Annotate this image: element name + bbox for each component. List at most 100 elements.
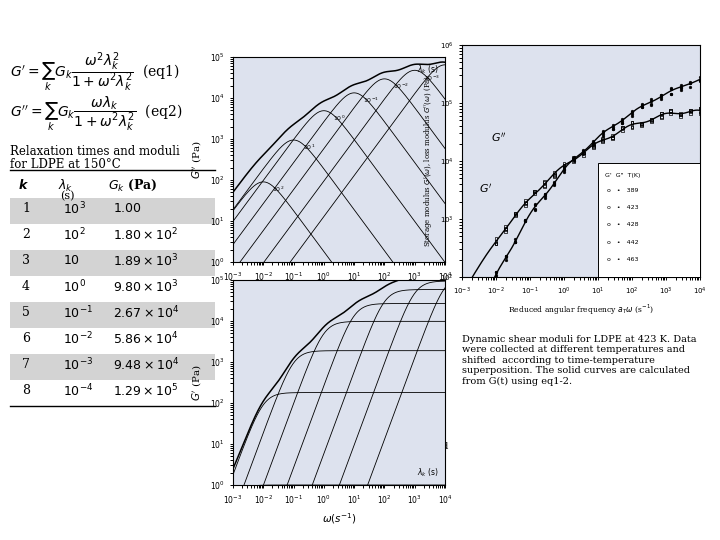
- Point: [626, 110, 638, 118]
- Point: [500, 252, 511, 260]
- Point: [490, 240, 502, 248]
- Text: $G'$: $G'$: [479, 183, 492, 195]
- Point: [588, 139, 599, 147]
- Text: $10^{-2}$: $10^{-2}$: [63, 330, 93, 347]
- Point: [529, 206, 541, 214]
- Point: [626, 123, 638, 132]
- Point: [549, 172, 560, 181]
- Point: [568, 155, 580, 164]
- Point: [588, 140, 599, 149]
- Point: [675, 84, 686, 92]
- Point: [539, 190, 550, 199]
- Point: [539, 182, 550, 191]
- Point: [665, 109, 677, 118]
- Point: [636, 99, 647, 108]
- Point: [636, 103, 647, 111]
- Point: [490, 268, 502, 276]
- Point: [558, 159, 570, 168]
- Point: [558, 161, 570, 170]
- Text: $\lambda_k$: $\lambda_k$: [58, 178, 73, 194]
- Point: [529, 190, 541, 198]
- Point: [607, 125, 618, 133]
- Point: [694, 72, 706, 81]
- Text: $10^3$: $10^3$: [63, 201, 86, 217]
- Point: [636, 119, 647, 127]
- Point: [646, 117, 657, 125]
- Point: [490, 239, 502, 247]
- Point: [519, 217, 531, 225]
- Point: [675, 86, 686, 94]
- Point: [597, 127, 608, 136]
- Point: [675, 111, 686, 119]
- Point: [549, 179, 560, 187]
- Text: G'  G"  T(K): G' G" T(K): [605, 173, 640, 178]
- Point: [529, 187, 541, 196]
- Text: 3: 3: [22, 254, 30, 267]
- Point: [529, 187, 541, 195]
- Text: $10^{-1}$: $10^{-1}$: [63, 305, 93, 321]
- Point: [529, 200, 541, 209]
- Text: o   •   442: o • 442: [607, 240, 639, 245]
- Y-axis label: $G''$ (Pa): $G''$ (Pa): [191, 140, 204, 179]
- Text: 1: 1: [22, 202, 30, 215]
- Point: [588, 141, 599, 150]
- Text: $\lambda_k$ (s): $\lambda_k$ (s): [417, 63, 438, 76]
- Text: $10^{-3}$: $10^{-3}$: [63, 357, 93, 373]
- Text: 8: 8: [22, 384, 30, 397]
- Point: [616, 123, 628, 132]
- Point: [588, 143, 599, 151]
- Point: [529, 205, 541, 213]
- Point: [519, 199, 531, 208]
- Point: [519, 215, 531, 224]
- Point: [510, 211, 521, 219]
- Point: [685, 106, 696, 114]
- Text: $9.48\times10^4$: $9.48\times10^4$: [113, 357, 179, 373]
- Text: $5.86\times10^4$: $5.86\times10^4$: [113, 330, 179, 347]
- Text: $10^0$: $10^0$: [63, 279, 86, 295]
- Point: [500, 222, 511, 231]
- Point: [500, 252, 511, 261]
- Point: [510, 209, 521, 218]
- Text: $1.80\times10^2$: $1.80\times10^2$: [113, 227, 179, 244]
- Point: [685, 106, 696, 115]
- Point: [549, 172, 560, 180]
- Text: Relaxation times and moduli: Relaxation times and moduli: [10, 145, 180, 158]
- Point: [577, 151, 589, 159]
- FancyBboxPatch shape: [598, 163, 707, 277]
- Text: $G' = \sum_k G_k \dfrac{\omega^2 \lambda_k^2}{1+\omega^2 \lambda_k^2}$  (eq1): $G' = \sum_k G_k \dfrac{\omega^2 \lambda…: [10, 50, 180, 93]
- Point: [655, 109, 667, 118]
- Point: [597, 136, 608, 145]
- Point: [597, 137, 608, 145]
- Point: [490, 234, 502, 243]
- Y-axis label: $G'$ (Pa): $G'$ (Pa): [191, 364, 204, 401]
- Text: $10^{-3}$: $10^{-3}$: [424, 73, 440, 83]
- Point: [558, 165, 570, 174]
- Text: $10^0$: $10^0$: [333, 114, 346, 123]
- Bar: [10, 198, 215, 224]
- Point: [694, 109, 706, 118]
- Point: [519, 215, 531, 224]
- Point: [549, 178, 560, 186]
- Text: $10^2$: $10^2$: [63, 227, 86, 244]
- Point: [646, 99, 657, 108]
- Point: [655, 91, 667, 100]
- Point: [558, 165, 570, 174]
- Point: [490, 273, 502, 281]
- Point: [616, 117, 628, 125]
- Point: [510, 211, 521, 219]
- Text: 7: 7: [22, 359, 30, 372]
- Text: for LDPE at 150°C: for LDPE at 150°C: [10, 158, 121, 171]
- Point: [568, 153, 580, 162]
- Point: [665, 90, 677, 98]
- Point: [646, 116, 657, 124]
- Point: [519, 197, 531, 205]
- Point: [665, 106, 677, 115]
- Point: [616, 126, 628, 135]
- Point: [577, 147, 589, 156]
- Text: o   •   428: o • 428: [607, 222, 639, 227]
- Point: [568, 154, 580, 163]
- Point: [655, 113, 667, 122]
- Point: [500, 226, 511, 234]
- Point: [685, 109, 696, 118]
- Point: [626, 111, 638, 120]
